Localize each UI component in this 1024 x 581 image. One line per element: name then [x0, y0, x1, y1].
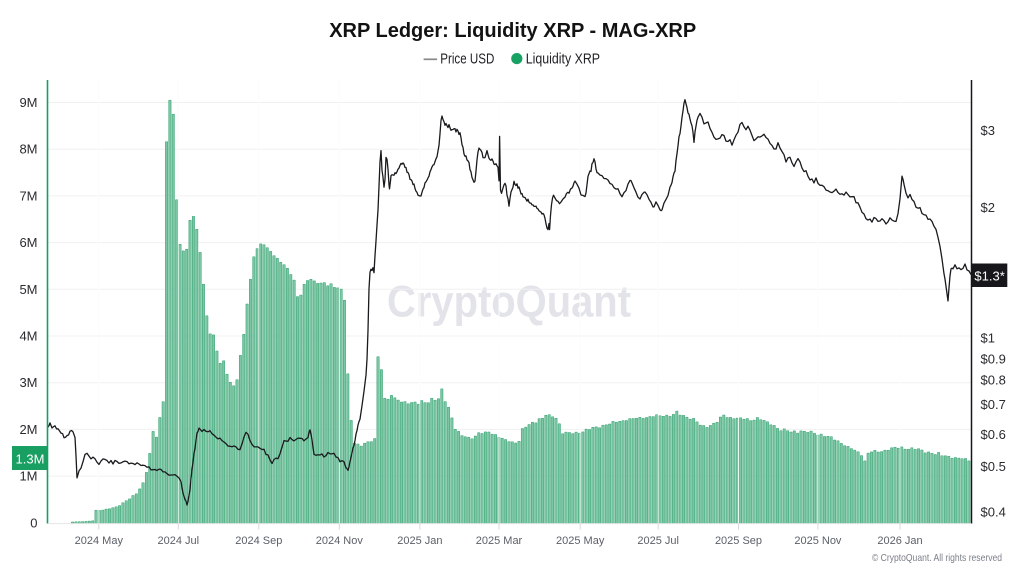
svg-text:2026 Jan: 2026 Jan [877, 535, 922, 547]
svg-text:2025 Jul: 2025 Jul [637, 535, 679, 547]
svg-text:4M: 4M [19, 329, 37, 344]
svg-text:0: 0 [30, 515, 37, 530]
svg-text:$0.7: $0.7 [981, 397, 1006, 412]
svg-text:2025 Sep: 2025 Sep [715, 535, 762, 547]
svg-text:2024 Sep: 2024 Sep [235, 535, 282, 547]
svg-text:$3: $3 [981, 123, 995, 138]
svg-text:1M: 1M [19, 469, 37, 484]
svg-text:5M: 5M [19, 282, 37, 297]
svg-text:6M: 6M [19, 235, 37, 250]
svg-text:$0.9: $0.9 [981, 352, 1006, 367]
svg-text:2024 Nov: 2024 Nov [316, 535, 364, 547]
svg-text:$2: $2 [981, 200, 995, 215]
svg-text:$0.8: $0.8 [981, 373, 1006, 388]
svg-text:$0.5: $0.5 [981, 459, 1006, 474]
svg-text:2025 May: 2025 May [556, 535, 605, 547]
svg-text:$1: $1 [981, 331, 995, 346]
svg-text:$0.6: $0.6 [981, 427, 1006, 442]
svg-text:9M: 9M [19, 95, 37, 110]
svg-text:XRP Ledger: Liquidity XRP - MA: XRP Ledger: Liquidity XRP - MAG-XRP [329, 19, 696, 42]
svg-text:2024 May: 2024 May [75, 535, 124, 547]
svg-text:$0.4: $0.4 [981, 505, 1006, 520]
svg-text:Liquidity XRP: Liquidity XRP [526, 51, 600, 68]
svg-text:2025 Mar: 2025 Mar [476, 535, 523, 547]
svg-text:CryptoQuant: CryptoQuant [387, 278, 631, 327]
svg-text:3M: 3M [19, 375, 37, 390]
svg-text:2024 Jul: 2024 Jul [158, 535, 200, 547]
svg-text:© CryptoQuant. All rights rese: © CryptoQuant. All rights reserved [872, 552, 1002, 564]
svg-text:Price USD: Price USD [440, 51, 494, 68]
svg-text:7M: 7M [19, 188, 37, 203]
svg-text:2025 Nov: 2025 Nov [794, 535, 842, 547]
svg-text:$1.3*: $1.3* [974, 269, 1004, 284]
svg-text:1.3M: 1.3M [16, 451, 45, 466]
svg-text:2M: 2M [19, 422, 37, 437]
svg-text:8M: 8M [19, 142, 37, 157]
svg-text:2025 Jan: 2025 Jan [397, 535, 442, 547]
